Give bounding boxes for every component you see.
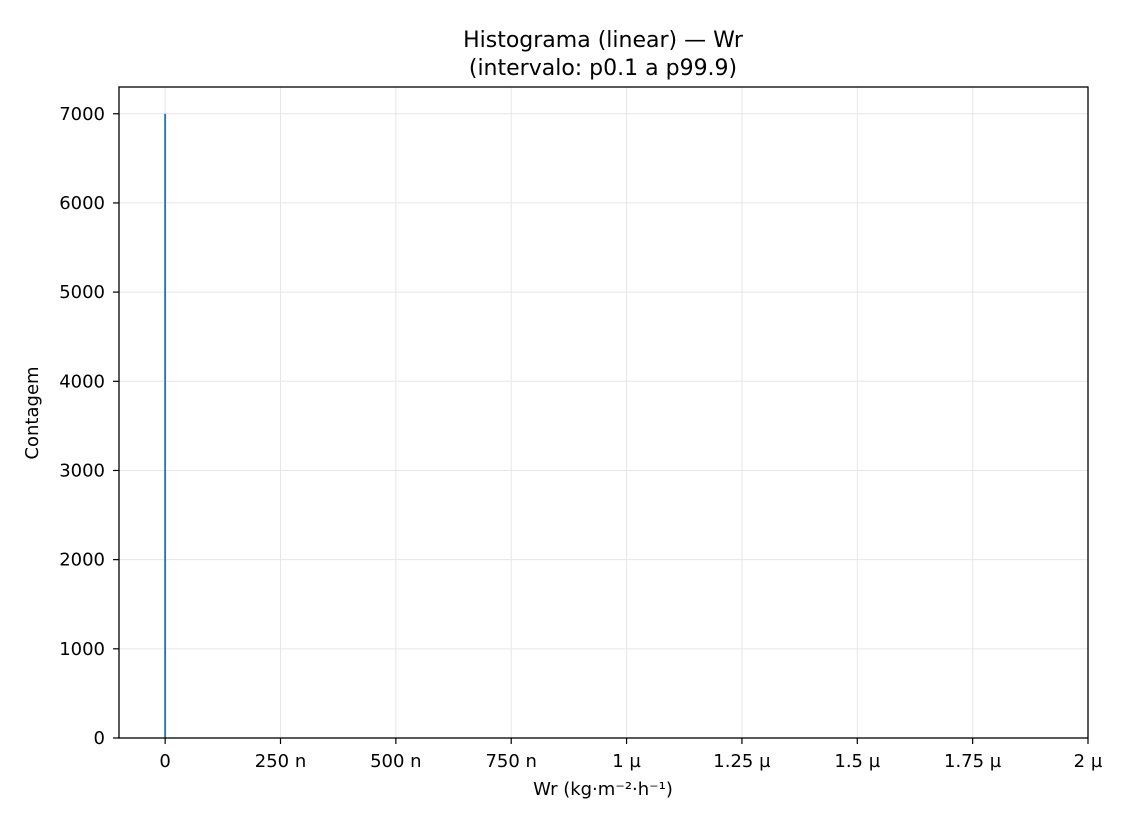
- y-tick-label: 1000: [59, 639, 105, 660]
- grid-lines: [119, 87, 1089, 739]
- histogram-bar: [164, 113, 167, 739]
- x-axis-label: Wr (kg·m⁻²·h⁻¹): [533, 779, 673, 800]
- y-axis-ticks: 0 1000 2000 3000 4000 5000 6000 7000: [59, 104, 119, 749]
- y-tick-label: 3000: [59, 460, 105, 481]
- x-tick-label: 750 n: [485, 751, 537, 772]
- x-tick-label: 2 µ: [1074, 751, 1103, 772]
- chart-subtitle: (intervalo: p0.1 a p99.9): [469, 56, 737, 81]
- y-tick-label: 4000: [59, 371, 105, 392]
- y-tick-label: 6000: [59, 193, 105, 214]
- y-tick-label: 7000: [59, 104, 105, 125]
- histogram-bars: [164, 113, 167, 739]
- x-tick-label: 1.75 µ: [944, 751, 1002, 772]
- plot-frame: [118, 86, 1089, 739]
- x-tick-label: 1.5 µ: [834, 751, 880, 772]
- y-tick-label: 2000: [59, 550, 105, 571]
- x-tick-label: 0: [159, 751, 170, 772]
- x-tick-label: 1 µ: [612, 751, 641, 772]
- x-axis-ticks: 0 250 n 500 n 750 n 1 µ 1.25 µ 1.5 µ 1.75 µ 2 µ: [159, 738, 1103, 772]
- y-tick-label: 5000: [59, 282, 105, 303]
- x-tick-label: 500 n: [370, 751, 422, 772]
- chart-title: Histograma (linear) — Wr: [463, 28, 744, 53]
- x-tick-label: 250 n: [255, 751, 307, 772]
- y-axis-label: Contagem: [22, 366, 43, 459]
- y-tick-label: 0: [94, 728, 105, 749]
- x-tick-label: 1.25 µ: [713, 751, 771, 772]
